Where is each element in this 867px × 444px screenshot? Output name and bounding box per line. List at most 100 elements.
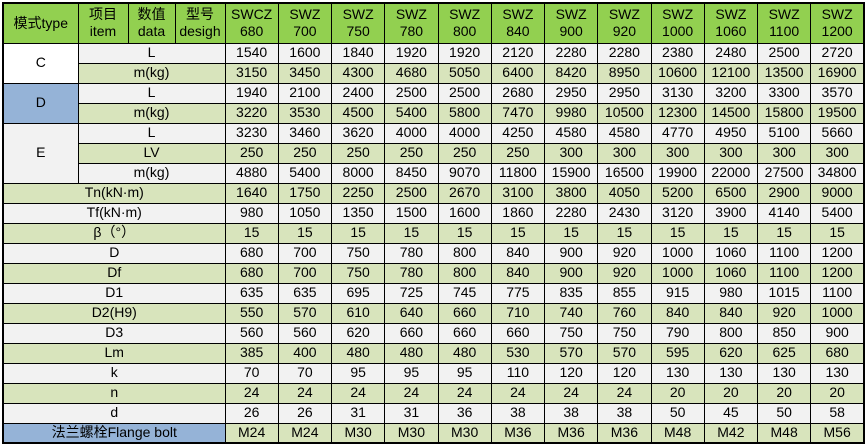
spec-value-cell: 700 (277, 242, 333, 264)
spec-value-cell: 2500 (384, 82, 439, 104)
spec-value-cell: 4680 (384, 62, 439, 84)
model-column-header-swz-1060: SWZ 1060 (703, 2, 759, 44)
spec-value-cell: 2100 (277, 82, 333, 104)
flange-bolt-size-cell: M36 (597, 422, 652, 444)
spec-value-cell: 6400 (490, 62, 546, 84)
row-label-e-0: L (77, 122, 226, 144)
spec-value-cell: 3460 (277, 122, 333, 144)
header-line-2: 780 (399, 23, 424, 40)
spec-value-cell: 1920 (437, 42, 492, 64)
header-line-1: SWZ (395, 5, 427, 22)
spec-value-cell: 560 (277, 322, 333, 344)
spec-value-cell: 1050 (277, 202, 333, 224)
flange-bolt-size-cell: M48 (756, 422, 812, 444)
spec-value-cell: 24 (437, 382, 492, 404)
spec-value-cell: 5200 (650, 182, 705, 204)
spec-value-cell: 130 (650, 362, 705, 384)
model-column-header-swz-1200: SWZ 1200 (810, 2, 865, 44)
header-line-1: 型号 (186, 5, 214, 22)
spec-value-cell: 640 (384, 302, 439, 324)
data-header: 数值 data (127, 2, 176, 44)
spec-value-cell: 9000 (810, 182, 865, 204)
spec-value-cell: 250 (277, 142, 333, 164)
spec-value-cell: 2480 (703, 42, 759, 64)
spec-value-cell: 3900 (703, 202, 759, 224)
spec-value-cell: 15 (490, 222, 546, 244)
spec-value-cell: 5800 (437, 102, 492, 124)
param-row-label: n (2, 382, 226, 404)
spec-value-cell: 45 (703, 402, 759, 424)
spec-value-cell: 4250 (490, 122, 546, 144)
spec-value-cell: 620 (330, 322, 386, 344)
spec-value-cell: 19500 (810, 102, 865, 124)
flange-bolt-size-cell: M24 (277, 422, 333, 444)
row-label-d-1: m(kg) (77, 102, 226, 124)
flange-bolt-size-cell: M48 (650, 422, 705, 444)
spec-value-cell: 3570 (810, 82, 865, 104)
spec-value-cell: 10600 (650, 62, 705, 84)
param-row-label: Tn(kN·m) (2, 182, 226, 204)
spec-value-cell: 4950 (703, 122, 759, 144)
spec-value-cell: 15 (277, 222, 333, 244)
spec-value-cell: 2950 (543, 82, 599, 104)
spec-value-cell: 300 (756, 142, 812, 164)
spec-value-cell: 4500 (330, 102, 386, 124)
spec-value-cell: 15 (384, 222, 439, 244)
header-line-2: desigh (179, 23, 221, 40)
spec-value-cell: 1350 (330, 202, 386, 224)
spec-value-cell: 2950 (597, 82, 652, 104)
header-line-1: SWZ (768, 5, 800, 22)
header-line-2: 1100 (769, 23, 800, 40)
spec-value-cell: 2900 (756, 182, 812, 204)
spec-value-cell: 4140 (756, 202, 812, 224)
spec-value-cell: 250 (437, 142, 492, 164)
spec-value-cell: 1750 (277, 182, 333, 204)
header-line-2: 900 (559, 23, 583, 40)
row-label-d-0: L (77, 82, 226, 104)
spec-value-cell: 2250 (330, 182, 386, 204)
spec-value-cell: 20 (810, 382, 865, 404)
spec-value-cell: 5100 (756, 122, 812, 144)
spec-value-cell: 9980 (543, 102, 599, 124)
model-column-header-swz-750: SWZ 750 (330, 2, 386, 44)
spec-value-cell: 480 (437, 342, 492, 364)
spec-value-cell: 58 (810, 402, 865, 424)
param-row-label: k (2, 362, 226, 384)
spec-value-cell: 2280 (597, 42, 652, 64)
spec-value-cell: 750 (543, 322, 599, 344)
model-column-header-swz-900: SWZ 900 (543, 2, 599, 44)
spec-value-cell: 750 (330, 262, 386, 284)
spec-value-cell: 6500 (703, 182, 759, 204)
spec-value-cell: 300 (810, 142, 865, 164)
spec-value-cell: 31 (384, 402, 439, 424)
spec-value-cell: 1920 (384, 42, 439, 64)
header-line-2: 920 (612, 23, 637, 40)
header-line-1: SWZ (821, 5, 853, 22)
spec-value-cell: 38 (490, 402, 546, 424)
spec-value-cell: 15 (703, 222, 759, 244)
header-line-1: SWZ (342, 5, 374, 22)
param-row-label: D (2, 242, 226, 264)
spec-value-cell: 95 (437, 362, 492, 384)
spec-value-cell: 8420 (543, 62, 599, 84)
spec-value-cell: 130 (703, 362, 759, 384)
spec-value-cell: 635 (224, 282, 279, 304)
spec-value-cell: 620 (703, 342, 759, 364)
spec-value-cell: 24 (224, 382, 279, 404)
mode-cell-d: D (2, 82, 79, 124)
spec-value-cell: 1600 (437, 202, 492, 224)
spec-value-cell: 530 (490, 342, 546, 364)
spec-value-cell: 4580 (597, 122, 652, 144)
header-line-2: 700 (293, 23, 317, 40)
spec-value-cell: 1100 (756, 242, 812, 264)
spec-value-cell: 1500 (384, 202, 439, 224)
spec-value-cell: 20 (756, 382, 812, 404)
spec-value-cell: 800 (703, 322, 759, 344)
spec-value-cell: 3200 (703, 82, 759, 104)
spec-value-cell: 560 (224, 322, 279, 344)
spec-value-cell: 5400 (277, 162, 333, 184)
spec-value-cell: 2280 (543, 202, 599, 224)
spec-value-cell: 1015 (756, 282, 812, 304)
model-column-header-swz-780: SWZ 780 (384, 2, 439, 44)
spec-value-cell: 38 (543, 402, 599, 424)
